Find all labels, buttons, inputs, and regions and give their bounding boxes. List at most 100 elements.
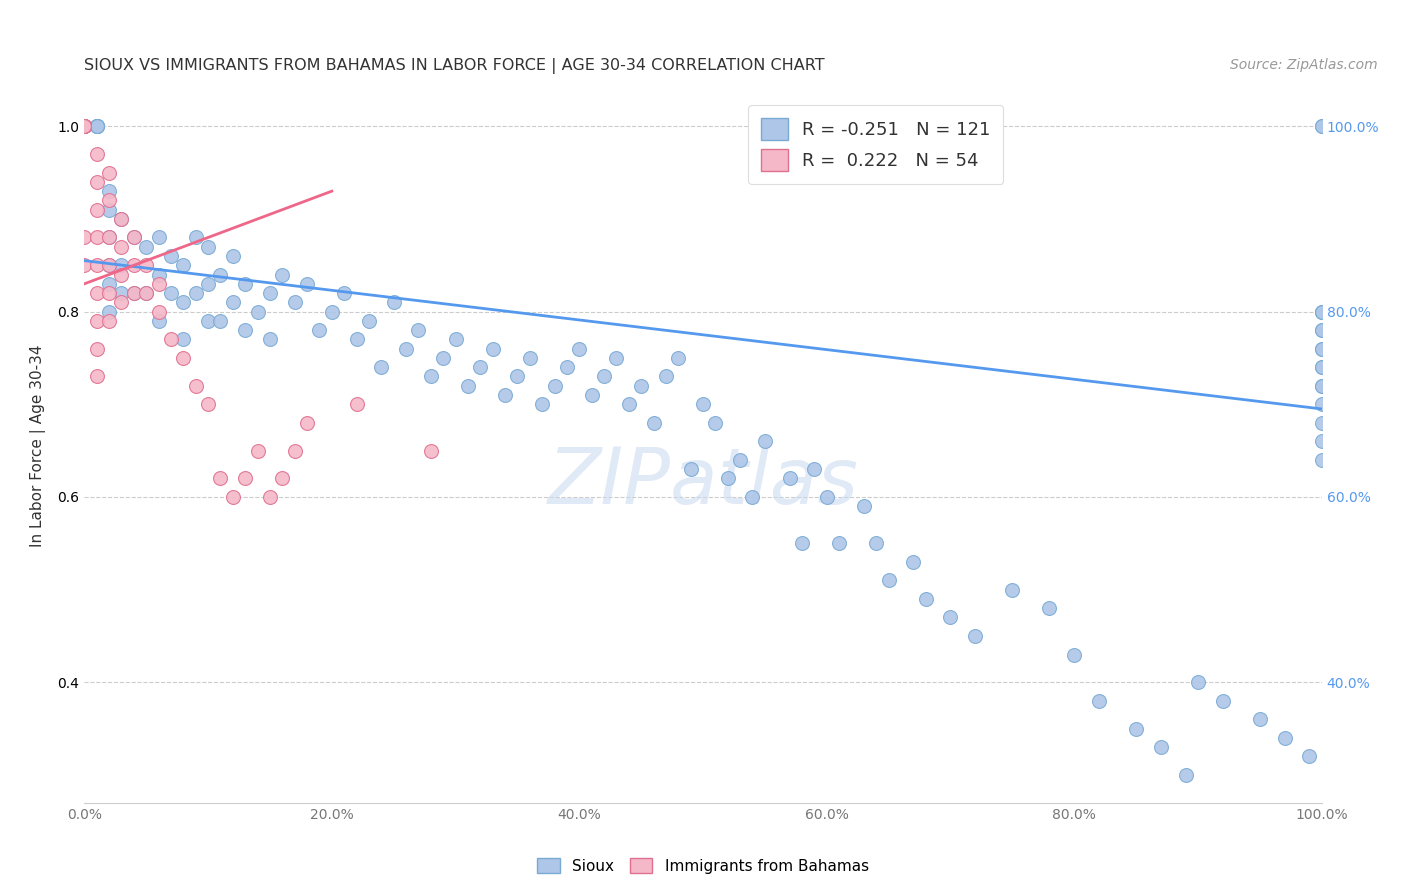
Point	[419, 443, 441, 458]
Point	[470, 360, 492, 375]
Point	[728, 453, 751, 467]
Point	[110, 240, 132, 254]
Point	[679, 462, 702, 476]
Point	[630, 378, 652, 392]
Point	[1310, 378, 1333, 392]
Point	[1310, 304, 1333, 318]
Point	[1310, 342, 1333, 356]
Point	[160, 333, 183, 347]
Point	[828, 536, 851, 550]
Point	[308, 323, 330, 337]
Point	[98, 230, 121, 244]
Point	[1088, 694, 1111, 708]
Point	[555, 360, 578, 375]
Point	[73, 120, 96, 134]
Point	[717, 471, 740, 485]
Point	[86, 369, 108, 384]
Point	[531, 397, 554, 411]
Point	[86, 120, 108, 134]
Point	[233, 323, 256, 337]
Point	[704, 416, 727, 430]
Legend: Sioux, Immigrants from Bahamas: Sioux, Immigrants from Bahamas	[531, 852, 875, 880]
Point	[86, 120, 108, 134]
Point	[122, 286, 145, 301]
Legend: R = -0.251   N = 121, R =  0.222   N = 54: R = -0.251 N = 121, R = 0.222 N = 54	[748, 105, 1004, 184]
Point	[110, 268, 132, 282]
Point	[1310, 323, 1333, 337]
Point	[172, 351, 194, 365]
Point	[1150, 740, 1173, 755]
Point	[73, 120, 96, 134]
Point	[98, 277, 121, 291]
Point	[184, 378, 207, 392]
Point	[1310, 434, 1333, 449]
Point	[98, 286, 121, 301]
Point	[284, 295, 307, 310]
Point	[73, 120, 96, 134]
Point	[295, 277, 318, 291]
Point	[382, 295, 405, 310]
Point	[259, 490, 281, 504]
Point	[184, 286, 207, 301]
Point	[259, 286, 281, 301]
Text: SIOUX VS IMMIGRANTS FROM BAHAMAS IN LABOR FORCE | AGE 30-34 CORRELATION CHART: SIOUX VS IMMIGRANTS FROM BAHAMAS IN LABO…	[84, 58, 825, 74]
Point	[122, 230, 145, 244]
Point	[222, 490, 245, 504]
Point	[1310, 120, 1333, 134]
Text: Source: ZipAtlas.com: Source: ZipAtlas.com	[1230, 58, 1378, 72]
Point	[815, 490, 838, 504]
Point	[73, 120, 96, 134]
Point	[209, 471, 232, 485]
Point	[1249, 712, 1271, 726]
Point	[754, 434, 776, 449]
Point	[135, 258, 157, 272]
Point	[209, 268, 232, 282]
Point	[346, 333, 368, 347]
Point	[1310, 360, 1333, 375]
Point	[1310, 453, 1333, 467]
Point	[122, 258, 145, 272]
Point	[148, 314, 170, 328]
Point	[1063, 648, 1085, 662]
Point	[73, 258, 96, 272]
Point	[914, 591, 936, 606]
Point	[233, 277, 256, 291]
Point	[1310, 323, 1333, 337]
Point	[73, 120, 96, 134]
Point	[184, 230, 207, 244]
Point	[86, 175, 108, 189]
Point	[741, 490, 763, 504]
Point	[86, 230, 108, 244]
Point	[519, 351, 541, 365]
Point	[568, 342, 591, 356]
Point	[284, 443, 307, 458]
Point	[419, 369, 441, 384]
Point	[643, 416, 665, 430]
Point	[197, 314, 219, 328]
Point	[1310, 360, 1333, 375]
Point	[408, 323, 430, 337]
Point	[172, 295, 194, 310]
Point	[122, 230, 145, 244]
Point	[457, 378, 479, 392]
Point	[333, 286, 356, 301]
Point	[1001, 582, 1024, 597]
Text: ZIPatlas: ZIPatlas	[547, 443, 859, 520]
Point	[1212, 694, 1234, 708]
Point	[506, 369, 529, 384]
Point	[135, 286, 157, 301]
Y-axis label: In Labor Force | Age 30-34: In Labor Force | Age 30-34	[31, 344, 46, 548]
Point	[73, 120, 96, 134]
Point	[939, 610, 962, 624]
Point	[246, 443, 269, 458]
Point	[295, 416, 318, 430]
Point	[655, 369, 678, 384]
Point	[86, 147, 108, 161]
Point	[1310, 304, 1333, 318]
Point	[73, 120, 96, 134]
Point	[965, 629, 987, 643]
Point	[1310, 304, 1333, 318]
Point	[543, 378, 565, 392]
Point	[86, 286, 108, 301]
Point	[148, 277, 170, 291]
